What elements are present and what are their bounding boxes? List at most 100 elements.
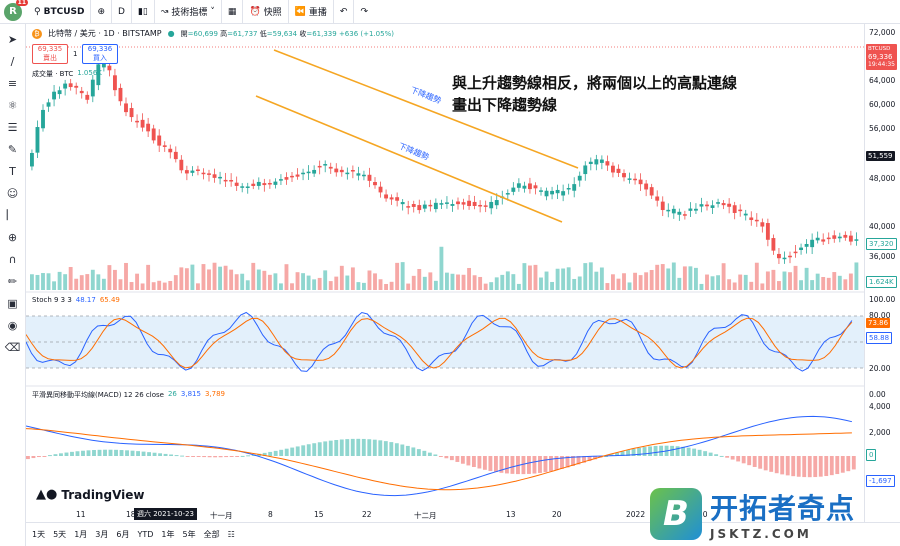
time-axis[interactable]: 11 18 週六 2021-10-23 十一月 8 15 22 十二月 13 2… [26, 508, 864, 522]
buy-button[interactable]: 69,336 買入 [82, 44, 118, 64]
volume-bar [201, 264, 206, 290]
price-axis[interactable]: 72,000 BTCUSD 69,336 19:44:35 64,000 60,… [864, 24, 900, 522]
macd-hist-bar [141, 451, 146, 456]
candle-body [467, 200, 472, 207]
crosshair-date: 週六 2021-10-23 [134, 508, 197, 520]
date-range-icon[interactable]: ☷ [227, 530, 235, 539]
volume-bar [323, 270, 328, 290]
candle-body [511, 187, 516, 192]
eye-icon[interactable]: ◉ [7, 318, 18, 332]
trash-icon[interactable]: ⌫ [4, 340, 21, 354]
macd-hist-bar [70, 451, 74, 456]
close-value: =61,339 [306, 29, 337, 38]
zoom-icon[interactable]: ⊕ [7, 230, 18, 244]
indicators-button[interactable]: ↝ 技術指標 ˅ [155, 0, 222, 24]
redo-button[interactable]: ↷ [354, 0, 374, 24]
macd-hist-bar [350, 438, 355, 456]
avatar[interactable]: R 11 [4, 0, 28, 21]
candle-body [638, 179, 643, 185]
volume-bar [638, 275, 643, 290]
range-3m[interactable]: 3月 [95, 530, 109, 539]
range-1y[interactable]: 1年 [161, 530, 175, 539]
volume-bar [782, 271, 787, 290]
candle-body [644, 183, 649, 190]
interval-button[interactable]: D [112, 0, 132, 24]
candle-body [256, 181, 261, 186]
candle-body [57, 90, 62, 95]
macd-hist-bar [604, 455, 608, 457]
symbol-search-button[interactable]: ⚲ BTCUSD [28, 0, 92, 24]
range-5d[interactable]: 5天 [53, 530, 67, 539]
ruler-icon[interactable]: ⎸ [7, 208, 18, 221]
candle-body [738, 209, 743, 212]
x-tick: 2022 [626, 510, 646, 519]
volume-bar [777, 281, 781, 290]
price-tag: BTCUSD 69,336 19:44:35 [866, 44, 897, 70]
undo-button[interactable]: ↶ [334, 0, 355, 24]
macd-hist-bar [361, 438, 366, 456]
range-1d[interactable]: 1天 [32, 530, 46, 539]
macd-hist-bar [620, 451, 625, 456]
volume-bar [699, 283, 704, 290]
lock-icon[interactable]: ▣ [7, 296, 18, 310]
magnet-icon[interactable]: ∩ [8, 252, 17, 266]
range-5y[interactable]: 5年 [182, 530, 196, 539]
indicators-icon: ↝ [160, 6, 169, 17]
price-tick: 48,000 [869, 174, 896, 183]
macd-hist-bar [125, 450, 129, 456]
volume-bar [74, 278, 79, 290]
chart-canvas[interactable]: 下降趨勢 下降趨勢 [26, 24, 864, 508]
candle-body [716, 202, 721, 204]
macd-hist-bar [158, 453, 163, 456]
volume-bar [688, 266, 693, 290]
macd-hist-bar [681, 446, 686, 456]
volume-bar [57, 271, 62, 290]
emoji-icon[interactable]: ☺ [6, 186, 19, 200]
layouts-button[interactable]: ▦ [222, 0, 244, 24]
macd-hist-bar [433, 454, 438, 456]
volume-bar [505, 271, 510, 290]
text-icon[interactable]: T [9, 164, 16, 178]
macd-hist-bar [229, 456, 234, 457]
macd-hist-bar [262, 452, 267, 456]
volume-box: 1.624K [866, 276, 897, 288]
change-value: +636 (+1.05%) [338, 29, 394, 38]
pitchfork-icon[interactable]: ⚛ [7, 98, 18, 112]
volume-bar [400, 262, 405, 290]
x-tick: 十二月 [414, 511, 437, 520]
price-tick: 36,000 [869, 252, 896, 261]
chart-type-button[interactable]: ▮▯ [132, 0, 155, 24]
range-ytd[interactable]: YTD [137, 530, 154, 539]
high-value: =61,737 [227, 29, 258, 38]
candle-body [212, 174, 217, 178]
candle-body [279, 179, 283, 181]
compare-button[interactable]: ⊕ [91, 0, 113, 24]
range-all[interactable]: 全部 [203, 530, 220, 539]
sell-button[interactable]: 69,335 賣出 [32, 44, 68, 64]
fib-icon[interactable]: ☰ [7, 120, 18, 134]
volume-bar [727, 279, 732, 290]
trend-line-icon[interactable]: ∕ [10, 54, 15, 68]
range-1m[interactable]: 1月 [74, 530, 88, 539]
volume-bar [345, 275, 350, 290]
macd-hist-bar [510, 456, 515, 474]
candle-body [184, 170, 189, 174]
brush-icon[interactable]: ✎ [7, 142, 18, 156]
low-value: =59,634 [266, 29, 298, 38]
volume-bar [146, 264, 151, 290]
volume-bar [456, 274, 460, 290]
macd-hist-bar [92, 450, 96, 456]
stoch-d-line [26, 317, 853, 369]
horizontal-lines-icon[interactable]: ≡ [7, 76, 18, 90]
candle-body [334, 168, 339, 173]
candle-body [694, 208, 698, 211]
range-6m[interactable]: 6月 [116, 530, 130, 539]
watermark-logo: B [650, 488, 702, 540]
candle-body [339, 169, 344, 173]
macd-hist-bar [527, 456, 531, 474]
volume-bar [406, 283, 411, 290]
replay-button[interactable]: ⏪ 重播 [289, 0, 334, 24]
cursor-icon[interactable]: ➤ [7, 32, 18, 46]
pencil-lock-icon[interactable]: ✏ [7, 274, 18, 288]
snapshot-button[interactable]: ⏰ 快照 [243, 0, 289, 24]
